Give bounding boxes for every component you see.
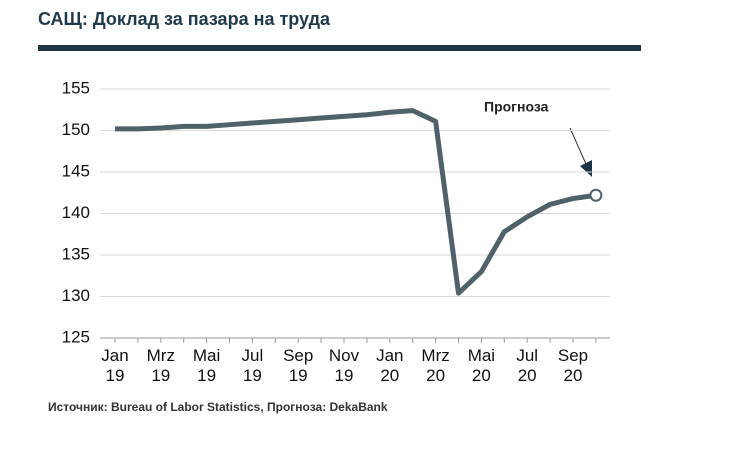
- x-tick-label: Sep 19: [283, 346, 314, 385]
- title-rule: [38, 45, 641, 51]
- y-tick-label: 135: [62, 244, 90, 263]
- source: Источник: Bureau of Labor Statistics, Пр…: [48, 400, 388, 414]
- y-tick-label: 140: [62, 203, 90, 222]
- x-tick-label: Jan 19: [101, 346, 129, 385]
- x-tick-label: Jul 20: [516, 346, 539, 385]
- x-tick-label: Jul 19: [241, 346, 264, 385]
- x-tick-label: Jan 20: [376, 346, 404, 385]
- x-tick-label: Mrz 19: [146, 346, 175, 385]
- x-tick-label: Nov 19: [328, 346, 360, 385]
- y-tick-label: 130: [62, 286, 90, 305]
- arrow-head: [580, 160, 592, 177]
- y-tick-label: 155: [62, 78, 90, 97]
- chart-title: САЩ: Доклад за пазара на труда: [38, 9, 331, 29]
- forecast-marker: [589, 188, 603, 202]
- x-tick-label: Mai 19: [192, 346, 221, 385]
- x-tick-label: Mai 20: [467, 346, 496, 385]
- annotation: Прогноза: [484, 99, 549, 115]
- line: [115, 108, 597, 296]
- x-tick-label: Sep 20: [557, 346, 589, 385]
- x-tick-label: Mrz 20: [421, 346, 450, 385]
- y-tick-label: 150: [62, 120, 90, 139]
- annotation-arrow: [569, 127, 587, 165]
- y-tick-label: 125: [62, 327, 90, 346]
- y-tick-label: 145: [62, 161, 90, 180]
